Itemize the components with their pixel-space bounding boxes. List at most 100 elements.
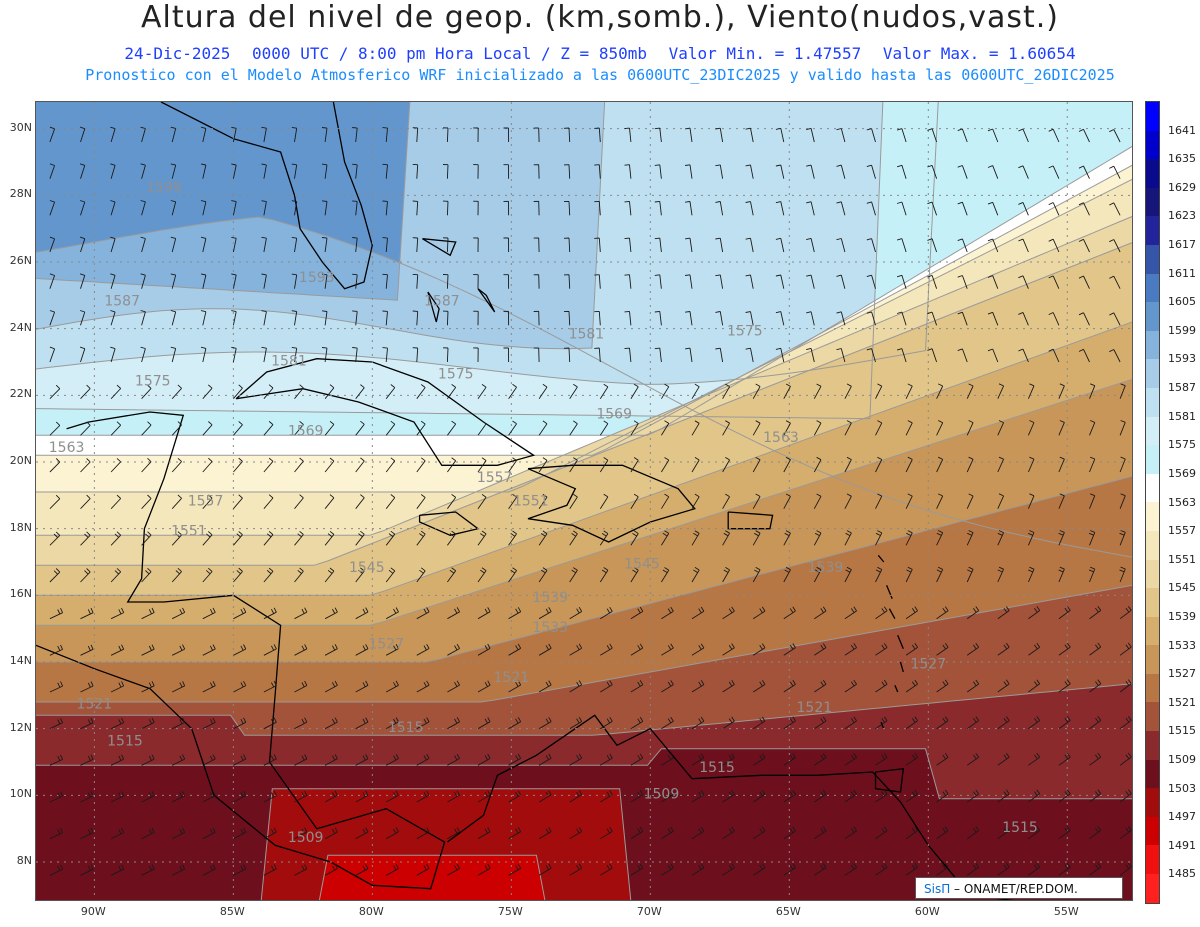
wind-barb <box>1119 642 1132 656</box>
wind-barb <box>538 493 548 509</box>
wind-barb <box>477 607 491 620</box>
wind-barb <box>936 420 944 436</box>
wind-barb <box>844 753 857 766</box>
coastline <box>422 238 457 257</box>
wind-barb <box>936 863 949 876</box>
forecast-time: 0000 UTC / 8:00 pm Hora Local / Z = 850m… <box>252 44 647 63</box>
wind-barb <box>355 827 369 840</box>
wind-barb <box>875 753 888 766</box>
contour-label: 1587 <box>424 293 460 309</box>
color-scale-swatch <box>1146 559 1159 589</box>
wind-barb <box>79 346 86 363</box>
wind-barb <box>141 567 152 583</box>
wind-barb <box>966 456 974 473</box>
color-scale-swatch <box>1146 216 1159 245</box>
wind-barb <box>508 827 522 840</box>
wind-barb <box>263 384 274 399</box>
wind-barb <box>844 530 852 546</box>
wind-barb <box>783 643 796 656</box>
color-scale <box>1145 101 1160 904</box>
wind-barb <box>291 126 298 143</box>
wind-barb <box>1119 383 1126 399</box>
wind-barb <box>49 310 56 326</box>
wind-barb <box>141 457 152 473</box>
color-scale-swatch <box>1146 588 1159 617</box>
wind-barb <box>1018 201 1029 216</box>
wind-barb <box>171 567 182 583</box>
forecast-map[interactable]: 1599 1593 1587 1587 1581 1581 1575 1575 1575 1569… <box>35 101 1133 901</box>
wind-barb <box>170 310 177 326</box>
wind-barb <box>477 753 491 766</box>
wind-barb <box>416 457 426 473</box>
wind-barb <box>783 716 796 730</box>
color-scale-label: 1533 <box>1168 638 1196 652</box>
wind-barb <box>905 863 918 876</box>
wind-barb <box>294 790 308 803</box>
wind-barb <box>563 310 571 326</box>
wind-barb <box>233 680 247 693</box>
wind-barb <box>630 383 639 399</box>
wind-barb <box>442 127 449 143</box>
wind-barb <box>685 127 693 143</box>
wind-barb <box>752 679 766 693</box>
wind-barb <box>1028 606 1041 620</box>
contour-labels: 1599 1593 1587 1587 1581 1581 1575 1575 1575 1569… <box>49 180 1038 846</box>
wind-barb <box>569 606 583 620</box>
wind-barb <box>473 347 479 363</box>
wind-barb <box>624 127 632 143</box>
wind-barb <box>202 827 216 840</box>
wind-barb <box>508 420 517 436</box>
wind-barb <box>685 347 693 363</box>
wind-barb <box>745 311 754 326</box>
wind-barb <box>352 163 358 179</box>
contour-label: 1581 <box>569 327 605 343</box>
wind-barb <box>722 826 735 840</box>
lon-tick-label: 90W <box>80 905 106 918</box>
wind-barb <box>80 717 94 730</box>
wind-barb <box>141 754 155 766</box>
contour-label: 1533 <box>532 620 568 636</box>
wind-barb <box>997 752 1010 766</box>
wind-barb <box>263 457 274 473</box>
wind-barb <box>661 383 670 399</box>
wind-barb <box>661 493 670 509</box>
wind-barb <box>200 346 207 363</box>
wind-barb <box>79 200 86 216</box>
wind-barb <box>783 456 791 473</box>
wind-barb <box>814 863 827 876</box>
wind-barb <box>1027 383 1035 399</box>
contour-label: 1539 <box>808 560 844 576</box>
wind-barb <box>927 164 938 179</box>
lon-tick-label: 85W <box>219 905 245 918</box>
wind-barb <box>49 236 56 253</box>
wind-barb <box>997 826 1010 840</box>
contour-line <box>36 683 1132 736</box>
color-scale-label: 1509 <box>1168 752 1196 766</box>
color-scale-label: 1521 <box>1168 695 1196 709</box>
wind-barb <box>905 493 913 509</box>
wind-barb <box>1089 716 1102 730</box>
wind-barb <box>1119 420 1126 436</box>
wind-barb <box>1078 275 1090 289</box>
wind-barb <box>538 717 552 730</box>
wind-barb <box>806 237 815 253</box>
wind-barb <box>294 384 304 399</box>
wind-barb <box>654 237 662 253</box>
color-scale-swatch <box>1146 159 1159 188</box>
wind-barb <box>866 164 876 179</box>
wind-barb <box>866 128 876 143</box>
wind-barb <box>905 643 918 656</box>
color-scale-swatch <box>1146 616 1159 646</box>
wind-barb <box>905 566 913 583</box>
wind-barb <box>813 456 822 473</box>
wind-barb <box>599 420 609 436</box>
wind-barb <box>202 644 216 656</box>
wind-barb <box>508 607 522 620</box>
wind-barb <box>447 384 457 399</box>
wind-barb <box>355 457 365 473</box>
wind-barb <box>1109 165 1121 179</box>
lat-tick-label: 8N <box>16 854 32 867</box>
wind-barb <box>141 681 155 693</box>
wind-barb <box>814 753 827 766</box>
contour-label: 1575 <box>727 323 763 339</box>
